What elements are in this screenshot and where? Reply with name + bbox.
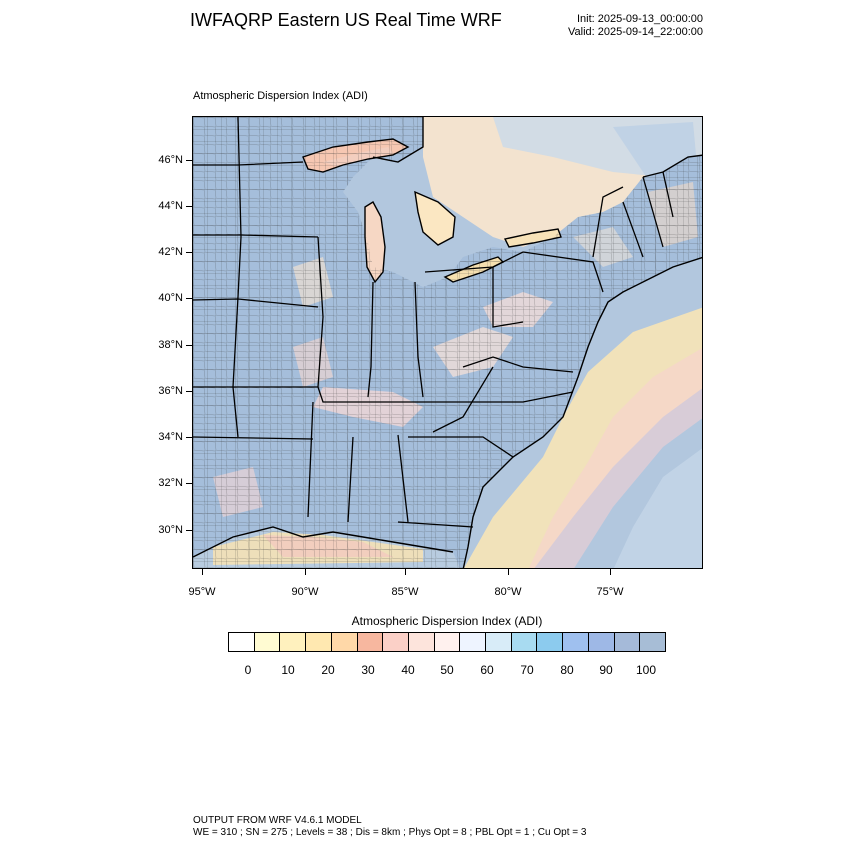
lat-label-42n: 42°N <box>158 246 183 258</box>
lat-label-32n: 32°N <box>158 477 183 489</box>
colorbar-label-10: 10 <box>281 663 295 677</box>
init-valid-times: Init: 2025-09-13_00:00:00 Valid: 2025-09… <box>520 13 703 39</box>
lat-tick <box>186 391 192 392</box>
lat-label-40n: 40°N <box>158 292 183 304</box>
lat-label-30n: 30°N <box>158 524 183 536</box>
lat-tick <box>186 530 192 531</box>
lat-tick <box>186 345 192 346</box>
colorbar-label-60: 60 <box>480 663 494 677</box>
lat-tick <box>186 252 192 253</box>
colorbar-label-0: 0 <box>244 663 252 677</box>
colorbar-swatch <box>254 633 281 651</box>
colorbar-swatch <box>306 633 332 651</box>
lat-label-36n: 36°N <box>158 385 183 397</box>
colorbar-swatch <box>511 633 538 651</box>
lon-tick <box>610 569 611 575</box>
colorbar-swatch <box>357 633 384 651</box>
lon-label-95w: 95°W <box>188 586 216 598</box>
lat-tick <box>186 483 192 484</box>
lat-tick <box>186 298 192 299</box>
map-panel <box>192 116 703 569</box>
colorbar-label-40: 40 <box>401 663 415 677</box>
colorbar-swatch <box>588 633 615 651</box>
lat-label-34n: 34°N <box>158 431 183 443</box>
colorbar-swatch <box>460 633 487 651</box>
colorbar-label-90: 90 <box>599 663 613 677</box>
colorbar-swatch <box>563 633 589 651</box>
lon-tick <box>202 569 203 575</box>
lake-ontario <box>505 229 561 247</box>
lon-tick <box>305 569 306 575</box>
colorbar-label-50: 50 <box>440 663 454 677</box>
init-time: Init: 2025-09-13_00:00:00 <box>577 13 703 25</box>
colorbar-swatch <box>280 633 307 651</box>
figure-title: IWFAQRP Eastern US Real Time WRF <box>190 10 502 30</box>
colorbar-label-80: 80 <box>560 663 574 677</box>
lat-tick <box>186 206 192 207</box>
footer-line-2: WE = 310 ; SN = 275 ; Levels = 38 ; Dis … <box>193 827 587 838</box>
map-subtitle: Atmospheric Dispersion Index (ADI) <box>193 90 368 102</box>
colorbar-swatch <box>383 633 409 651</box>
lon-tick <box>405 569 406 575</box>
colorbar-swatch <box>331 633 358 651</box>
lat-label-44n: 44°N <box>158 200 183 212</box>
lon-tick <box>508 569 509 575</box>
lat-label-46n: 46°N <box>158 154 183 166</box>
colorbar-swatch <box>486 633 512 651</box>
colorbar-label-30: 30 <box>361 663 375 677</box>
lake-huron <box>415 192 455 245</box>
colorbar-label-70: 70 <box>520 663 534 677</box>
lat-tick <box>186 160 192 161</box>
lon-label-75w: 75°W <box>596 586 624 598</box>
lon-label-85w: 85°W <box>391 586 419 598</box>
colorbar-swatch <box>434 633 461 651</box>
lon-label-90w: 90°W <box>291 586 319 598</box>
colorbar-swatch <box>408 633 435 651</box>
adi-map <box>193 117 702 568</box>
colorbar-title: Atmospheric Dispersion Index (ADI) <box>351 614 543 628</box>
colorbar-swatch <box>229 633 255 651</box>
lat-label-38n: 38°N <box>158 339 183 351</box>
atlantic-warm-band <box>464 307 702 568</box>
footer-line-1: OUTPUT FROM WRF V4.6.1 MODEL <box>193 815 362 826</box>
colorbar-swatch <box>537 633 564 651</box>
lat-tick <box>186 437 192 438</box>
colorbar-label-100: 100 <box>635 663 657 677</box>
colorbar-swatch <box>640 633 665 651</box>
colorbar <box>228 632 666 652</box>
lon-label-80w: 80°W <box>494 586 522 598</box>
colorbar-swatch <box>614 633 641 651</box>
model-footer: OUTPUT FROM WRF V4.6.1 MODEL WE = 310 ; … <box>193 815 586 839</box>
colorbar-label-20: 20 <box>321 663 335 677</box>
valid-time: Valid: 2025-09-14_22:00:00 <box>568 26 703 38</box>
